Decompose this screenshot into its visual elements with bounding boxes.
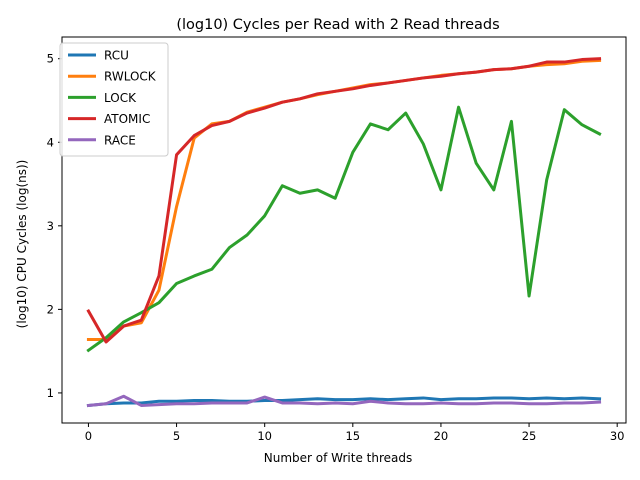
series-line-atomic (86, 57, 602, 344)
y-tick-label: 4 (47, 135, 54, 149)
y-tick-label: 3 (47, 219, 54, 233)
series-line-rcu (86, 396, 602, 408)
x-tick-label: 20 (434, 429, 449, 443)
legend: RCU RWLOCK LOCK ATOMIC RACE (59, 42, 169, 157)
series-line-race (86, 394, 602, 408)
x-tick-label: 5 (173, 429, 180, 443)
y-axis: 1 2 3 4 5 (47, 52, 62, 400)
y-axis-label: (log10) CPU Cycles (log(ns)) (15, 160, 29, 329)
y-tick-label: 2 (47, 302, 54, 316)
legend-box (59, 42, 169, 157)
legend-label: RCU (104, 49, 129, 63)
axes-frame (61, 36, 627, 424)
series-layer (86, 57, 602, 408)
legend-label: LOCK (104, 91, 137, 105)
y-tick-label: 1 (47, 386, 54, 400)
y-tick-label: 5 (47, 52, 54, 66)
x-axis: 0 5 10 15 20 25 30 (85, 423, 625, 443)
series-line-lock (86, 105, 602, 353)
legend-label: ATOMIC (104, 112, 150, 126)
legend-label: RWLOCK (104, 70, 157, 84)
x-tick-label: 10 (257, 429, 272, 443)
x-axis-label: Number of Write threads (264, 451, 412, 465)
legend-label: RACE (104, 133, 136, 147)
x-tick-label: 25 (522, 429, 537, 443)
x-tick-label: 0 (85, 429, 92, 443)
x-tick-label: 15 (345, 429, 360, 443)
chart-title: (log10) Cycles per Read with 2 Read thre… (176, 17, 499, 33)
x-tick-label: 30 (610, 429, 625, 443)
